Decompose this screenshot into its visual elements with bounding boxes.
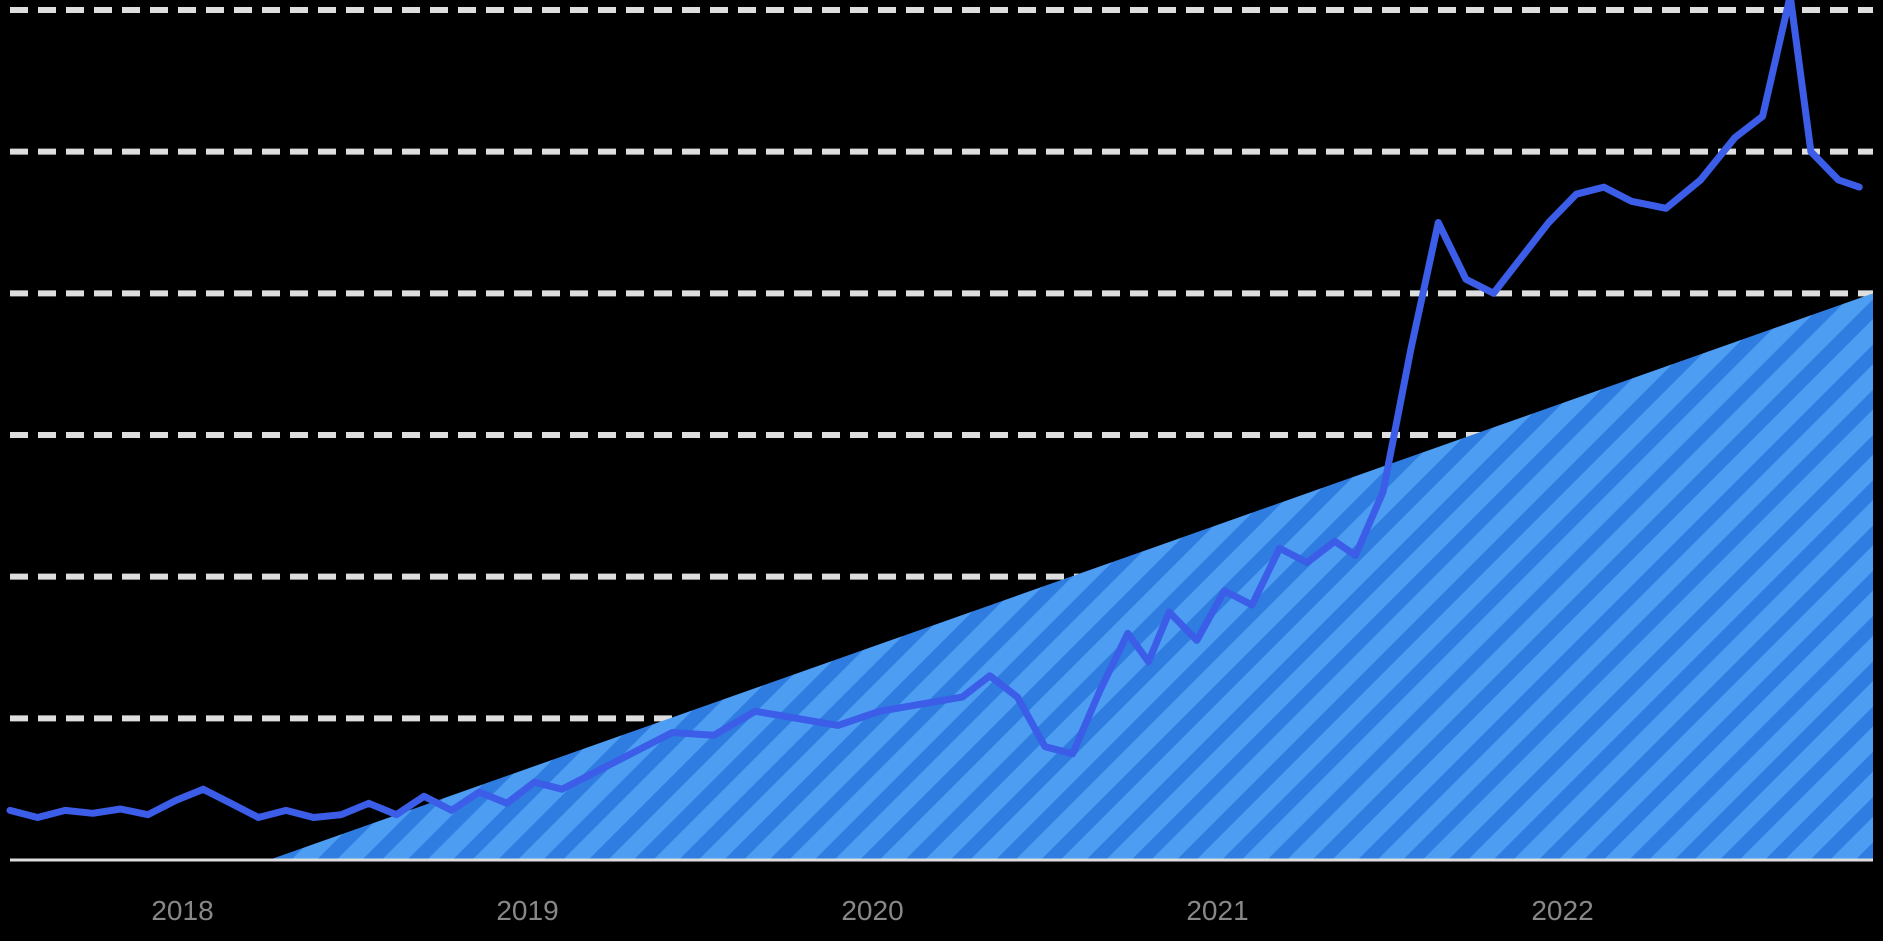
area-fill [269, 293, 1873, 860]
x-tick-label: 2022 [1531, 895, 1593, 927]
x-tick-label: 2019 [496, 895, 558, 927]
x-tick-label: 2020 [841, 895, 903, 927]
chart-canvas [0, 0, 1883, 941]
time-series-chart: 2018 2019 2020 2021 2022 [0, 0, 1883, 941]
x-tick-label: 2018 [151, 895, 213, 927]
x-tick-label: 2021 [1186, 895, 1248, 927]
